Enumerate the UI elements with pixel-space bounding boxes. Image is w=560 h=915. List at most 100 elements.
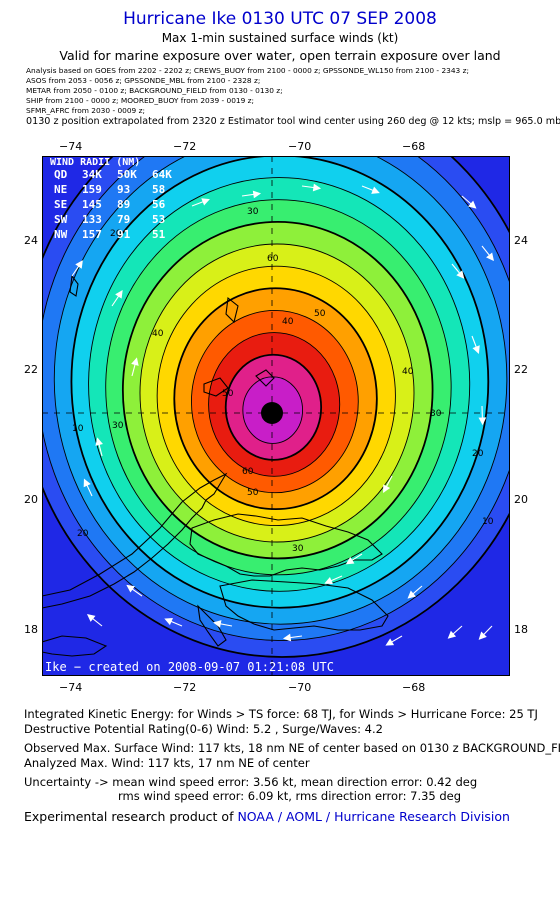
lat-tick-label: 18 [24,623,38,636]
wind-contour-line [121,220,434,560]
wind-vector-arrow [361,185,380,194]
jamaica-coastline [42,635,108,657]
contour-labels: 10 20 30 40 50 60 30 40 50 30 20 10 20 30 40 50 60 [72,207,494,554]
wind-vector-arrow [71,260,83,277]
map-frame [42,156,510,676]
wind-contour-line [242,376,304,444]
lon-tick-label: −70 [288,681,312,694]
wind-vector-arrow [481,245,494,262]
wind-vector-arrow [282,633,303,642]
map-subtitle-exposure: Valid for marine exposure over water, op… [59,48,501,63]
wind-contour-line [224,353,323,461]
contour-label: 50 [314,309,326,319]
wind-vector-arrow [478,625,493,640]
wind-radii-value: 58 [152,183,165,196]
wind-contour-line [88,177,471,592]
lon-tick-label: −70 [288,140,312,153]
contour-label: 10 [72,424,84,434]
wind-vector-arrow [407,585,423,599]
wind-contour-line [42,156,510,641]
source-line: ASOS from 2053 - 0056 z; GPSSONDE_MBL fr… [26,76,261,85]
great-inagua-island [203,377,229,397]
wind-vector-arrow [324,575,343,585]
wind-contour-line [173,287,378,511]
wind-radii-value: 79 [117,213,130,226]
wind-contour-line [156,265,396,527]
contour-label: 30 [247,207,259,217]
lon-tick-label: −72 [173,140,197,153]
wind-contour-line [139,243,415,543]
ike-line: Integrated Kinetic Energy: for Winds > T… [24,707,538,721]
wind-radii-value: 133 [82,213,102,226]
wind-contour-line [53,156,508,625]
wind-radii-value: 53 [152,213,165,226]
wind-radii-header: 34K [82,168,102,181]
wind-radii-header: QD [54,168,68,181]
wind-radii-value: 56 [152,198,166,211]
wind-vector-arrow [451,263,465,279]
turks-caicos [255,369,275,387]
wind-radii-value: 145 [82,198,102,211]
wind-vectors [71,183,494,646]
wind-vector-arrow [164,617,183,627]
wind-vector-arrow [385,635,403,646]
source-line: SHIP from 2100 - 0000 z; MOORED_BUOY fro… [26,96,255,105]
lon-tick-label: −74 [59,681,83,694]
lat-tick-label: 18 [514,623,528,636]
contour-label: 40 [402,367,414,377]
dpr-line: Destructive Potential Rating(0-6) Wind: … [24,722,383,736]
wind-contour-line [190,309,359,494]
contour-label: 60 [242,467,254,477]
wind-vector-arrow [383,475,393,494]
wind-vector-arrow [126,584,143,597]
observed-max-line: Observed Max. Surface Wind: 117 kts, 18 … [24,741,560,755]
wind-vector-arrow [478,405,487,426]
wind-vector-arrow [301,183,322,192]
source-line: SFMR_AFRC from 2030 - 0009 z; [26,106,145,115]
contour-label: 60 [267,254,279,264]
wind-contour-line [208,332,341,477]
wind-vector-arrow [111,290,123,307]
credit-prefix: Experimental research product of [24,809,238,824]
wind-radii-value: 157 [82,228,102,241]
credit-organization: NOAA / AOML / Hurricane Research Divisio… [237,809,510,824]
lon-tick-label: −74 [59,140,83,153]
wind-vector-arrow [241,190,262,199]
contour-label: 30 [292,544,304,554]
lat-tick-label: 24 [514,234,528,247]
wind-contour-line [70,156,490,609]
source-line: METAR from 2050 - 0100 z; BACKGROUND_FIE… [26,86,283,95]
contour-label: 30 [112,421,124,431]
contour-label: 30 [430,409,442,419]
uncertainty-rms-line: rms wind speed error: 6.09 kt, rms direc… [118,789,462,803]
lat-tick-label: 20 [24,493,38,506]
wind-radii-header: 50K [117,168,137,181]
contour-label: 50 [247,488,259,498]
wind-contour-line [105,199,452,576]
haiti-peninsula [197,604,227,647]
wind-vector-arrow [213,620,233,628]
contour-label: 20 [472,449,484,459]
wind-contour-line [42,156,510,658]
lat-tick-label: 24 [24,234,38,247]
wind-radii-quadrant: NE [54,183,67,196]
wind-vector-arrow [86,614,103,627]
wind-radii-value: 51 [152,228,166,241]
wind-field-map: 10 20 30 40 50 60 30 40 50 30 20 10 20 30 40 50 60 WIND … [42,156,510,676]
source-line: Analysis based on GOES from 2202 - 2202 … [26,66,469,75]
wind-radii-value: 89 [117,198,130,211]
wind-radii-table: WIND RADII (NM) QD 34K 50K 64K NE 159 93… [50,157,172,241]
lat-tick-label: 22 [514,363,528,376]
analyzed-max-line: Analyzed Max. Wind: 117 kts, 17 nm NE of… [24,756,310,770]
credit-line: Experimental research product of NOAA / … [24,809,510,824]
wind-radii-value: 93 [117,183,130,196]
lon-tick-label: −68 [402,681,426,694]
wind-vector-arrow [95,437,103,457]
map-title: Hurricane Ike 0130 UTC 07 SEP 2008 [123,9,437,29]
wind-radii-value: 159 [82,183,102,196]
wind-radii-title: WIND RADII (NM) [50,157,140,168]
wind-vector-arrow [83,478,93,497]
wind-vector-arrow [471,335,480,354]
storm-center-marker [261,402,283,424]
contour-label: 20 [110,229,122,239]
